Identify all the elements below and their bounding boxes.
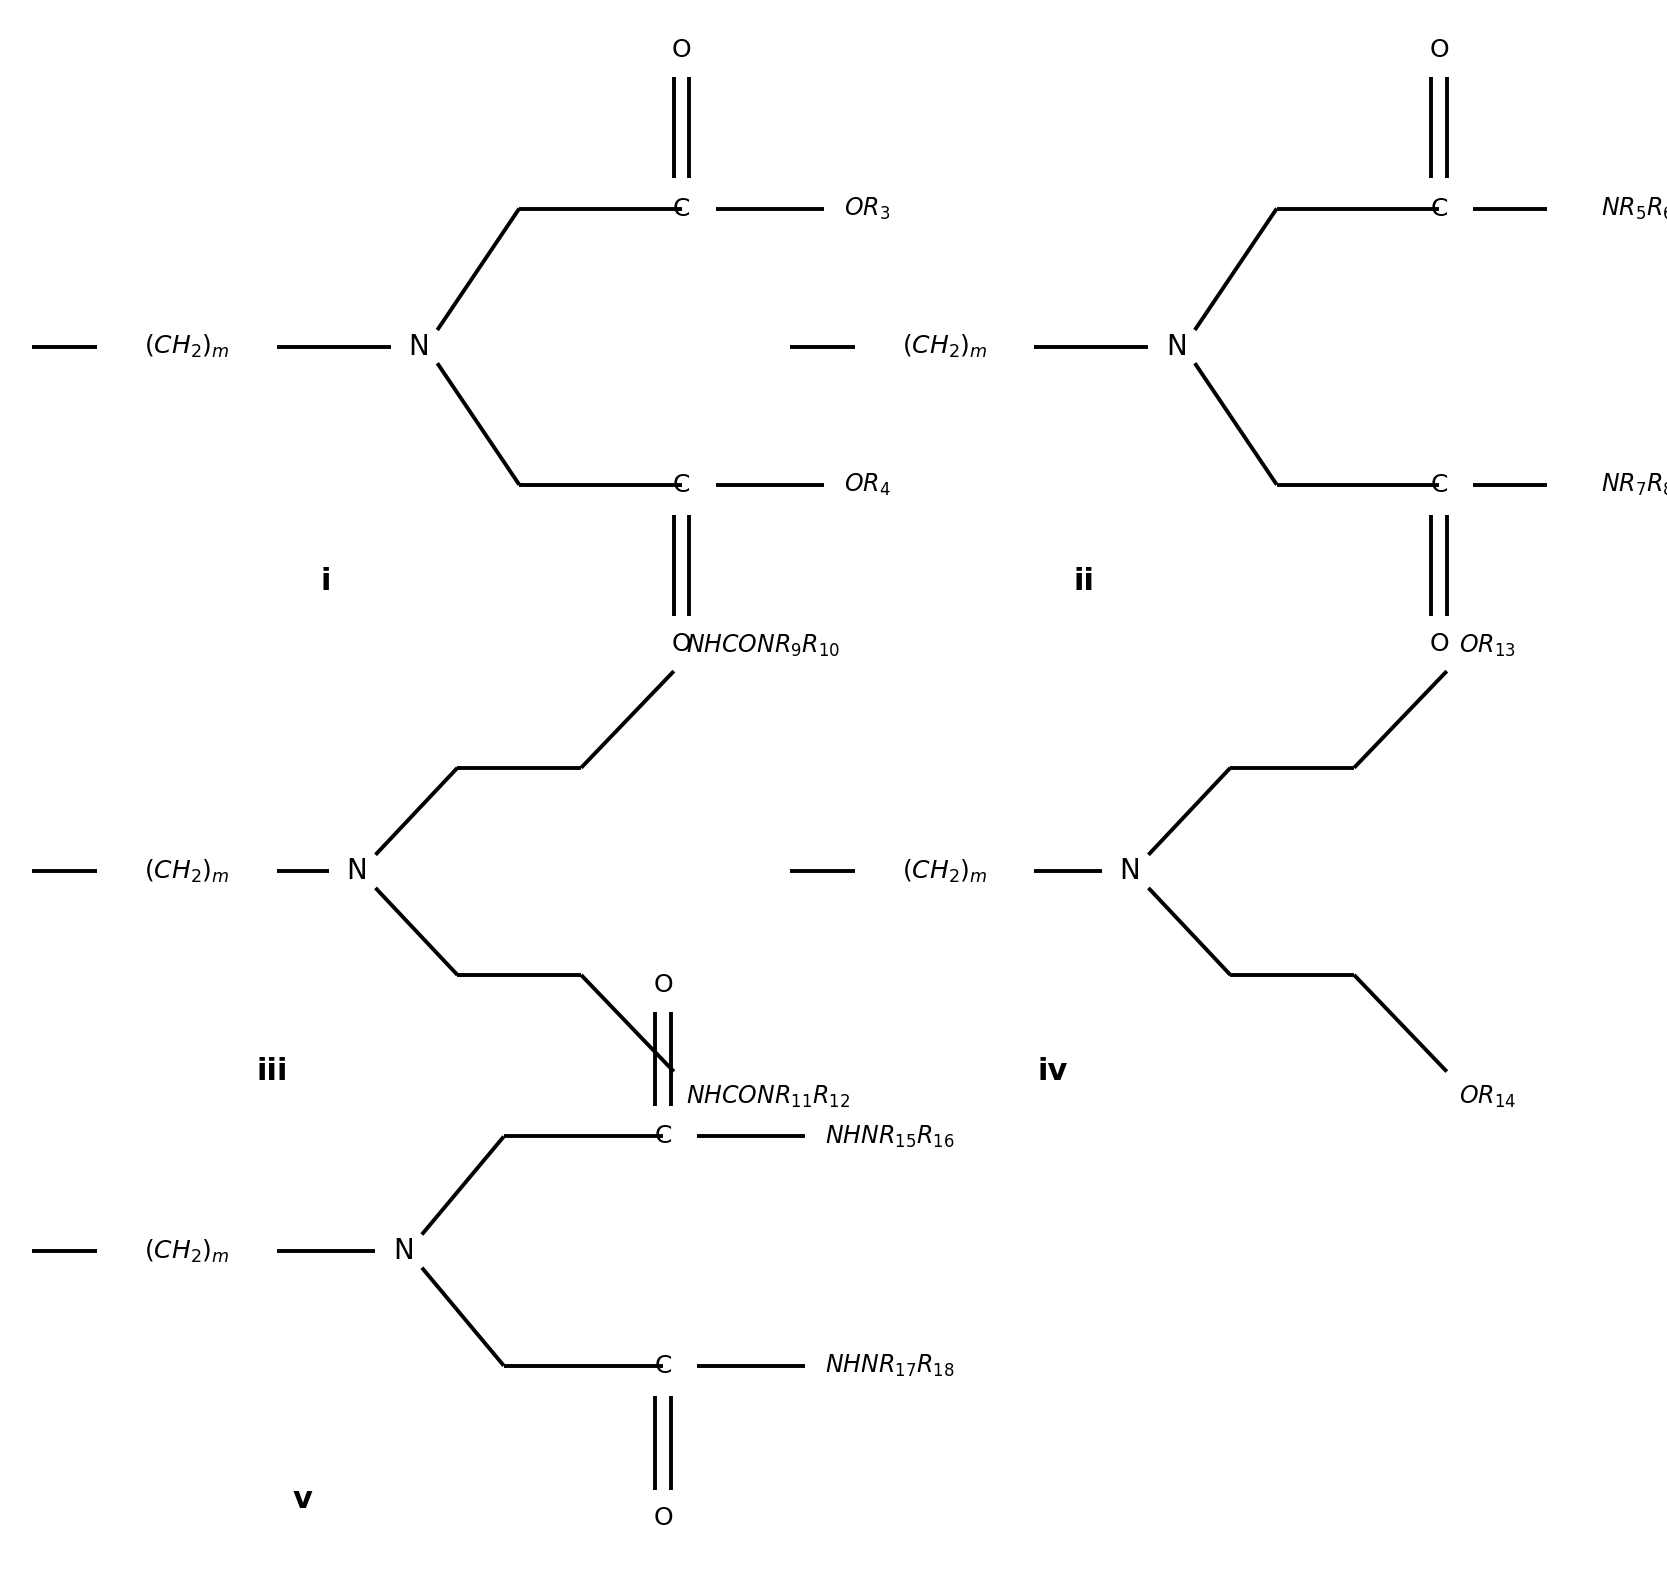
- Text: ii: ii: [1074, 566, 1094, 596]
- Text: $NHNR_{17}R_{18}$: $NHNR_{17}R_{18}$: [825, 1353, 955, 1378]
- Text: $NHCONR_9R_{10}$: $NHCONR_9R_{10}$: [687, 634, 840, 659]
- Text: $(CH_2)_m$: $(CH_2)_m$: [143, 1238, 230, 1265]
- Text: N: N: [408, 333, 428, 361]
- Text: $NR_5R_6$: $NR_5R_6$: [1602, 196, 1667, 222]
- Text: O: O: [672, 38, 692, 62]
- Text: C: C: [1430, 197, 1447, 221]
- Text: $NHCONR_{11}R_{12}$: $NHCONR_{11}R_{12}$: [687, 1083, 850, 1110]
- Text: iii: iii: [257, 1057, 288, 1087]
- Text: N: N: [1120, 858, 1140, 885]
- Text: $OR_3$: $OR_3$: [844, 196, 890, 222]
- Text: O: O: [672, 631, 692, 656]
- Text: N: N: [393, 1236, 413, 1265]
- Text: N: N: [1165, 333, 1187, 361]
- Text: iv: iv: [1037, 1057, 1069, 1087]
- Text: $(CH_2)_m$: $(CH_2)_m$: [902, 858, 987, 885]
- Text: O: O: [1429, 38, 1449, 62]
- Text: C: C: [673, 473, 690, 497]
- Text: C: C: [655, 1353, 672, 1378]
- Text: C: C: [673, 197, 690, 221]
- Text: v: v: [293, 1486, 313, 1514]
- Text: C: C: [655, 1124, 672, 1148]
- Text: O: O: [653, 1506, 673, 1530]
- Text: i: i: [320, 566, 332, 596]
- Text: $OR_{14}$: $OR_{14}$: [1459, 1083, 1517, 1110]
- Text: $NHNR_{15}R_{16}$: $NHNR_{15}R_{16}$: [825, 1123, 955, 1150]
- Text: $NR_7R_8$: $NR_7R_8$: [1602, 472, 1667, 498]
- Text: $(CH_2)_m$: $(CH_2)_m$: [143, 333, 230, 360]
- Text: $OR_4$: $OR_4$: [844, 472, 890, 498]
- Text: N: N: [347, 858, 367, 885]
- Text: O: O: [653, 973, 673, 997]
- Text: O: O: [1429, 631, 1449, 656]
- Text: $OR_{13}$: $OR_{13}$: [1459, 634, 1515, 659]
- Text: C: C: [1430, 473, 1447, 497]
- Text: $(CH_2)_m$: $(CH_2)_m$: [143, 858, 230, 885]
- Text: $(CH_2)_m$: $(CH_2)_m$: [902, 333, 987, 360]
